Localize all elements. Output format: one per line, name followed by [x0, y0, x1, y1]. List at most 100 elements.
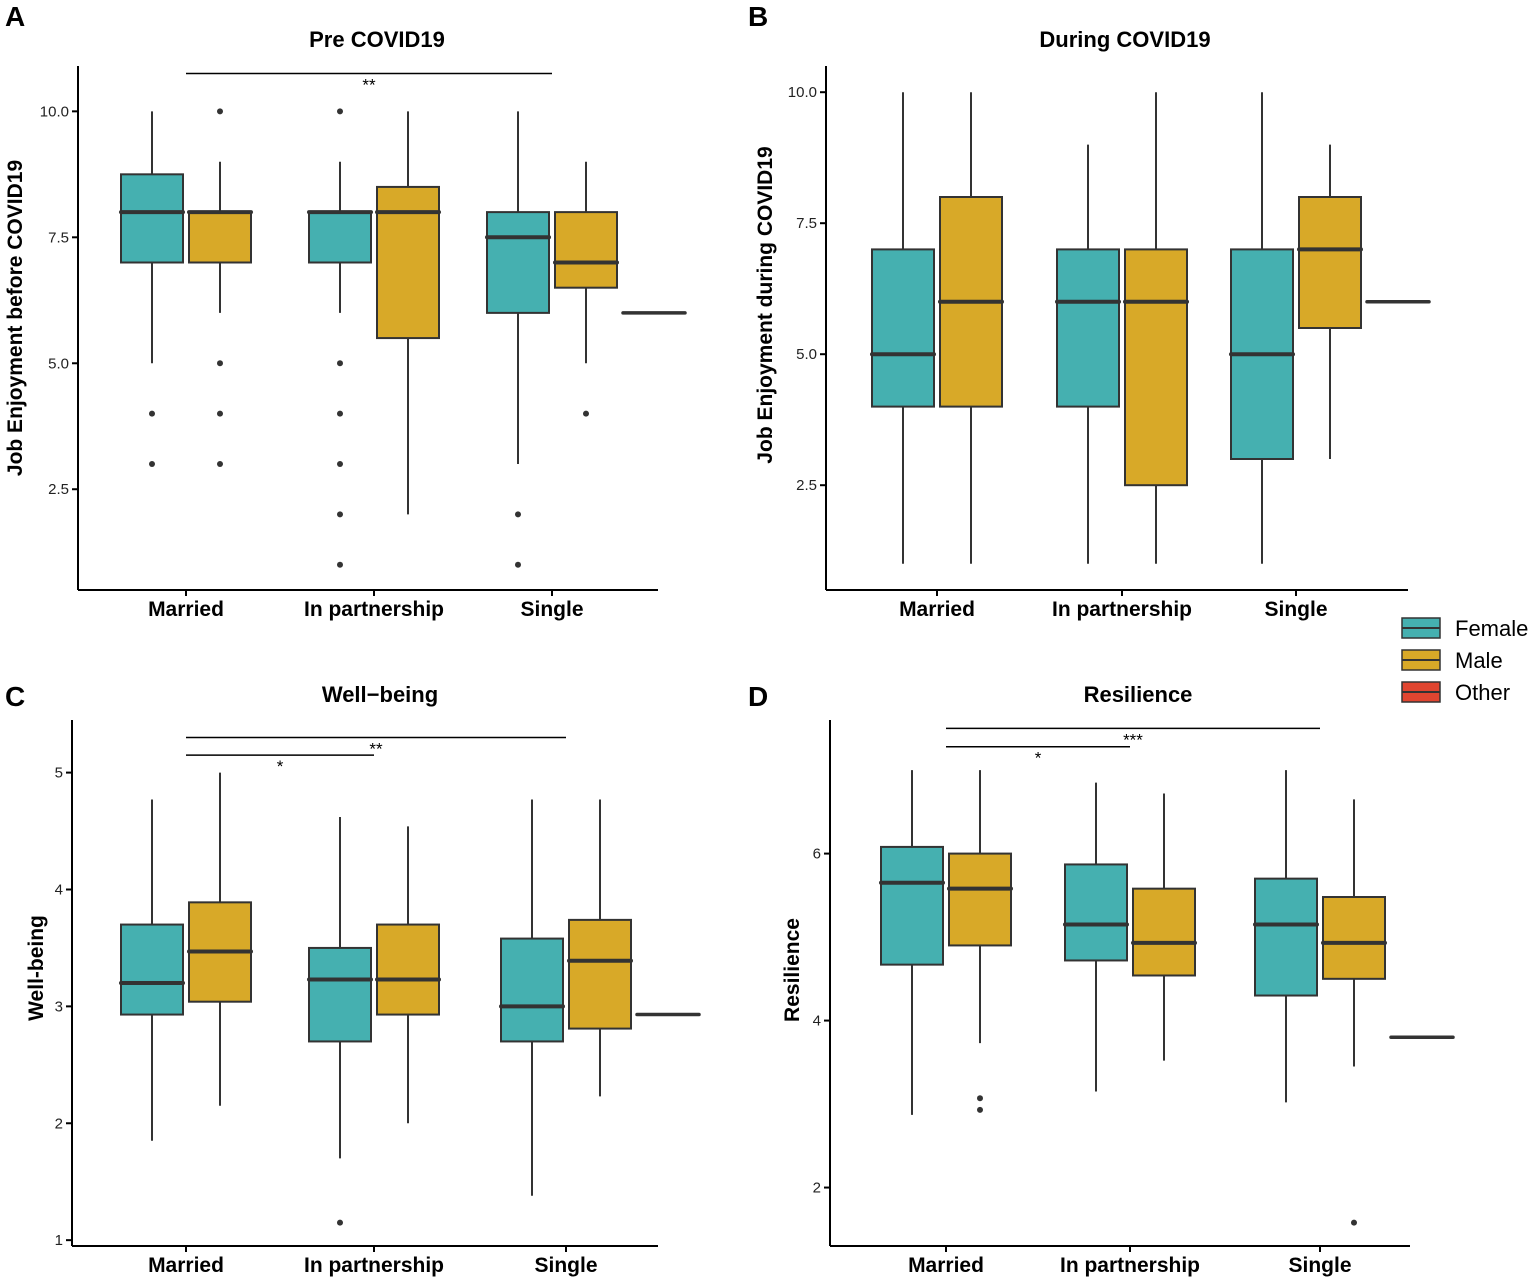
y-tick-label: 2.5	[796, 477, 817, 494]
y-tick-label: 2.5	[48, 481, 69, 498]
y-tick-label: 10.0	[788, 84, 817, 101]
y-axis-label: Job Enjoyment during COVID19	[754, 146, 777, 463]
outlier-point	[217, 410, 223, 417]
box-female	[1055, 144, 1121, 564]
outlier-point	[515, 561, 521, 568]
x-tick-label: Married	[899, 598, 975, 621]
y-axis-label: Job Enjoyment before COVID19	[4, 160, 27, 476]
legend-label: Female	[1455, 616, 1528, 641]
outlier-point	[977, 1106, 983, 1113]
iqr-box	[120, 923, 184, 1016]
x-tick-label: In partnership	[1052, 598, 1192, 621]
outlier-point	[337, 1219, 343, 1226]
y-tick-label: 4	[813, 1013, 821, 1030]
y-tick-label: 7.5	[796, 215, 817, 232]
y-tick-label: 2	[55, 1115, 63, 1132]
iqr-box	[486, 211, 550, 314]
iqr-box	[948, 852, 1012, 947]
legend-label: Male	[1455, 648, 1503, 673]
x-tick-label: In partnership	[304, 598, 444, 621]
x-tick-label: Single	[1288, 1254, 1351, 1277]
outlier-point	[217, 461, 223, 468]
panel-letter: D	[748, 681, 768, 712]
box-male	[375, 111, 441, 515]
box-male	[553, 161, 619, 417]
box-female	[119, 799, 185, 1141]
outlier-point	[149, 461, 155, 468]
y-tick-label: 5	[55, 765, 63, 782]
y-tick-label: 3	[55, 998, 63, 1015]
box-female	[870, 92, 936, 564]
box-male	[375, 826, 441, 1124]
y-axis-label: Resilience	[781, 918, 804, 1022]
outlier-point	[1351, 1219, 1357, 1226]
y-tick-label: 6	[813, 846, 821, 863]
significance-label: *	[1035, 749, 1042, 768]
y-axis-label: Well-being	[25, 915, 48, 1021]
box-male	[1321, 799, 1387, 1226]
chart-title: Well−being	[322, 682, 438, 707]
box-female	[1063, 782, 1129, 1092]
x-tick-label: Single	[534, 1254, 597, 1277]
box-male	[938, 92, 1004, 564]
iqr-box	[1124, 248, 1188, 487]
outlier-point	[977, 1095, 983, 1102]
outlier-point	[149, 410, 155, 417]
y-tick-label: 4	[55, 881, 63, 898]
box-male	[187, 108, 253, 468]
outlier-point	[337, 561, 343, 568]
box-female	[307, 108, 373, 568]
box-female	[879, 770, 945, 1115]
panel-letter: B	[748, 1, 768, 32]
box-male	[1297, 144, 1363, 459]
legend: Female Male Other	[1401, 616, 1528, 705]
iqr-box	[120, 173, 184, 264]
iqr-box	[1254, 877, 1318, 997]
outlier-point	[337, 410, 343, 417]
iqr-box	[1064, 863, 1128, 962]
legend-item-male: Male	[1401, 648, 1503, 673]
x-tick-label: In partnership	[304, 1254, 444, 1277]
box-female	[485, 111, 551, 568]
x-tick-label: In partnership	[1060, 1254, 1200, 1277]
significance-label: **	[362, 76, 376, 95]
y-tick-label: 10.0	[40, 103, 69, 120]
iqr-box	[871, 248, 935, 408]
box-female	[1229, 92, 1295, 564]
y-tick-label: 1	[55, 1232, 63, 1249]
iqr-box	[308, 946, 372, 1043]
significance-label: **	[369, 740, 383, 759]
chart-title: Resilience	[1084, 682, 1193, 707]
panel-C: C Well−being Well-being 1 2 3 4 5 Married In part…	[5, 681, 701, 1277]
box-female	[499, 799, 565, 1196]
panel-A: A Pre COVID19 Job Enjoyment before COVID19…	[4, 1, 687, 621]
box-male	[567, 799, 633, 1097]
box-female	[1253, 770, 1319, 1103]
box-female	[119, 111, 185, 468]
x-tick-label: Married	[148, 1254, 224, 1277]
panel-D: D Resilience Resilience 2 4 6 Married In partne…	[748, 681, 1455, 1277]
box-male	[1123, 92, 1189, 564]
iqr-box	[554, 211, 618, 289]
panel-letter: A	[5, 1, 25, 32]
chart-title: During COVID19	[1039, 27, 1210, 52]
iqr-box	[308, 211, 372, 264]
iqr-box	[1322, 896, 1386, 980]
outlier-point	[217, 108, 223, 115]
outlier-point	[337, 360, 343, 367]
legend-item-female: Female	[1401, 616, 1528, 641]
box-male	[947, 770, 1013, 1113]
panel-B: B During COVID19 Job Enjoyment during COVI…	[748, 1, 1431, 621]
significance-label: ***	[1123, 730, 1143, 749]
x-tick-label: Married	[908, 1254, 984, 1277]
iqr-box	[500, 937, 564, 1043]
iqr-box	[376, 923, 440, 1016]
y-tick-label: 5.0	[796, 346, 817, 363]
box-male	[1131, 793, 1197, 1061]
outlier-point	[583, 410, 589, 417]
iqr-box	[1132, 887, 1196, 977]
legend-label: Other	[1455, 680, 1510, 705]
iqr-box	[880, 845, 944, 966]
x-tick-label: Single	[1264, 598, 1327, 621]
